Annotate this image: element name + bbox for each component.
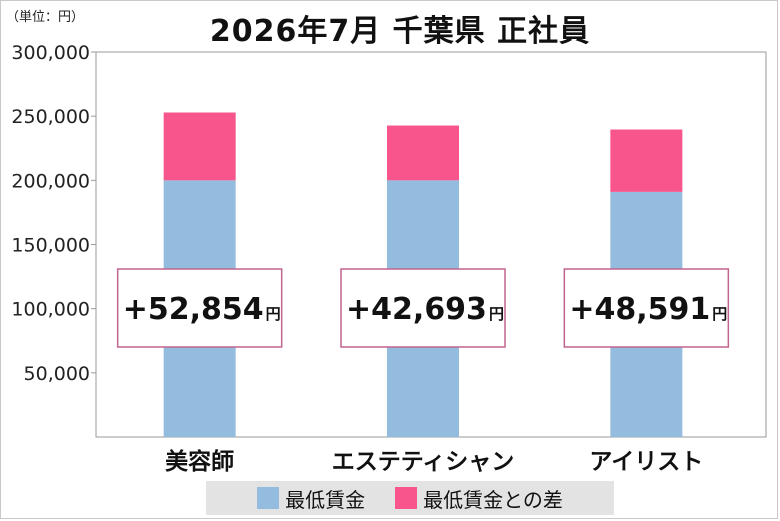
callout-box [563,268,730,348]
callout-unit: 円 [489,305,504,323]
unit-label: （単位：円） [6,10,85,25]
y-tick-label: 250,000 [11,106,90,128]
callout-value: +42,693 円 [346,292,504,327]
callout-number: +48,591 [569,292,710,327]
callout-box [116,268,283,348]
chart-title: 2026年7月 千葉県 正社員 [209,14,591,49]
y-tick-label: 100,000 [11,299,90,321]
callouts: +52,854 円 +42,693 円 +48,591 円 [116,268,730,348]
category-label: エステティシャン [332,449,515,475]
callout-box [340,268,506,348]
callout-unit: 円 [712,305,727,323]
legend-item-difference: 最低賃金との差 [395,484,563,513]
legend: 最低賃金 最低賃金との差 [206,481,614,515]
bar-difference [610,129,683,192]
category-label: 美容師 [165,448,234,475]
callout-number: +42,693 [346,292,487,327]
y-axis-ticks: 50,000 100,000 150,000 200,000 250,000 300,00… [11,42,96,385]
y-tick-label: 200,000 [11,170,90,192]
legend-item-minimum-wage: 最低賃金 [257,484,365,513]
callout-value: +48,591 円 [569,292,727,327]
category-labels: 美容師 エステティシャン アイリスト [165,448,703,475]
callout-number: +52,854 [123,292,264,327]
bar-difference [163,112,236,181]
category-label: アイリスト [589,449,703,475]
legend-swatch-minimum-wage [257,487,280,509]
y-tick-label: 300,000 [11,42,90,64]
callout-unit: 円 [266,305,281,323]
y-tick-label: 150,000 [11,235,90,257]
callout-value: +52,854 円 [123,292,281,327]
legend-swatch-difference [395,487,418,509]
y-tick-label: 50,000 [24,363,90,385]
legend-label-minimum-wage: 最低賃金 [285,487,366,512]
legend-label-difference: 最低賃金との差 [423,487,563,512]
bar-difference [387,125,459,181]
